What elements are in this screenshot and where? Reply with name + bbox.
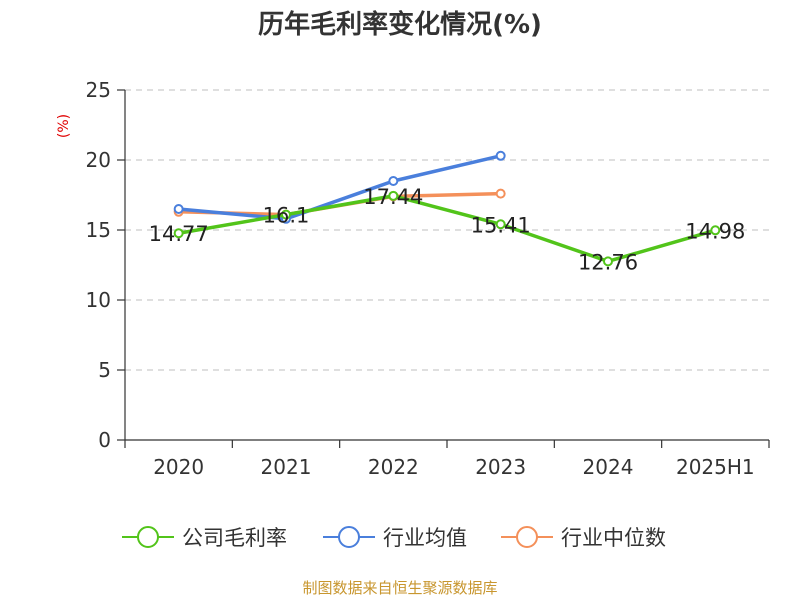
data-label: 16.1 xyxy=(263,204,310,228)
data-point[interactable] xyxy=(495,219,506,230)
axes: 0 5 10 15 20 25 2020 2021 2022 2023 2024 2025H1 xyxy=(86,78,770,479)
legend-marker xyxy=(516,526,538,548)
data-point[interactable] xyxy=(388,176,399,186)
data-point[interactable] xyxy=(603,256,613,267)
data-point[interactable] xyxy=(281,209,291,220)
data-label: 12.76 xyxy=(578,250,638,274)
data-source-note: 制图数据来自恒生聚源数据库 xyxy=(302,579,497,597)
x-tick-label: 2024 xyxy=(583,455,634,479)
data-label: 15.41 xyxy=(471,213,531,237)
data-point[interactable] xyxy=(495,188,506,199)
data-label: 14.98 xyxy=(685,219,745,243)
data-point[interactable] xyxy=(388,190,399,201)
legend-item[interactable]: 行业均值 xyxy=(323,526,467,550)
legend[interactable]: 公司毛利率 行业均值 行业中位数 xyxy=(122,526,666,550)
y-tick-label: 15 xyxy=(86,218,111,242)
x-tick-label: 2020 xyxy=(153,455,204,479)
y-tick-label: 10 xyxy=(86,288,111,312)
x-tick-label: 2021 xyxy=(261,455,312,479)
y-axis-unit: (%) xyxy=(56,114,72,138)
legend-item[interactable]: 公司毛利率 xyxy=(122,526,287,550)
x-tick-label: 2023 xyxy=(475,455,526,479)
data-point[interactable] xyxy=(173,204,184,214)
series-line xyxy=(178,154,502,221)
legend-marker xyxy=(338,526,360,548)
legend-marker xyxy=(137,526,159,548)
series-layer xyxy=(173,150,721,267)
data-label: 17.44 xyxy=(363,185,423,209)
data-point[interactable] xyxy=(495,150,506,161)
gridlines xyxy=(125,89,769,371)
legend-label: 公司毛利率 xyxy=(182,526,287,550)
legend-label: 行业中位数 xyxy=(561,526,666,550)
y-tick-label: 20 xyxy=(86,148,111,172)
x-tick-label: 2022 xyxy=(368,455,419,479)
y-tick-label: 5 xyxy=(98,358,111,382)
series-line xyxy=(178,194,716,264)
y-tick-label: 25 xyxy=(86,78,111,102)
chart-title: 历年毛利率变化情况(%) xyxy=(258,9,542,40)
x-tick-label: 2025H1 xyxy=(676,455,755,479)
data-point[interactable] xyxy=(710,225,721,236)
legend-item[interactable]: 行业中位数 xyxy=(501,526,666,550)
data-point[interactable] xyxy=(173,228,184,239)
legend-label: 行业均值 xyxy=(383,526,467,550)
y-tick-label: 0 xyxy=(98,428,111,452)
data-label: 14.77 xyxy=(149,222,209,246)
data-labels: 14.77 16.1 17.44 15.41 12.76 14.98 xyxy=(149,185,746,275)
